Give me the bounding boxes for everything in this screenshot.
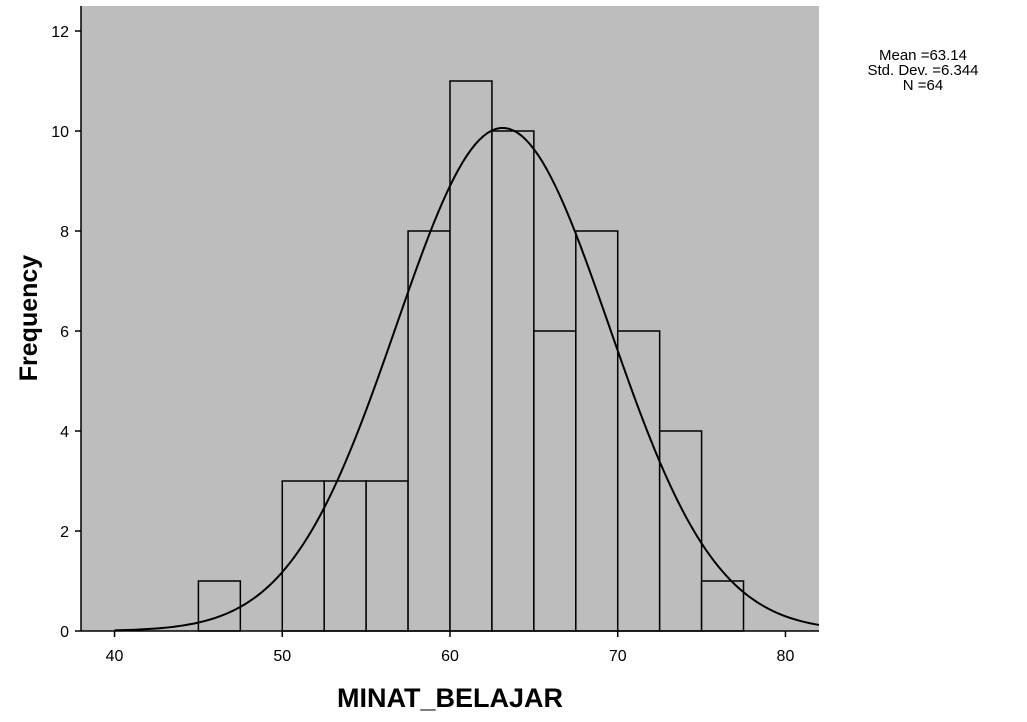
histogram-bar <box>491 130 535 632</box>
y-tick-label: 4 <box>60 424 69 441</box>
histogram-bar <box>197 580 242 632</box>
y-tick-label: 8 <box>60 224 69 241</box>
y-tick-label: 12 <box>51 24 69 41</box>
mean-label: Mean =63.14 <box>879 47 967 64</box>
histogram-bar <box>323 480 367 632</box>
histogram-bar <box>658 430 703 632</box>
x-tick-label: 40 <box>106 648 124 665</box>
histogram-bar <box>365 480 409 632</box>
bars-group <box>197 80 745 632</box>
y-tick-label: 2 <box>60 524 69 541</box>
std-dev-label: Std. Dev. =6.344 <box>867 62 979 79</box>
histogram-bar <box>700 580 745 632</box>
x-tick-label: 80 <box>777 648 795 665</box>
histogram-bar <box>407 230 451 632</box>
x-tick-label: 50 <box>273 648 291 665</box>
y-axis-label: Frequency <box>15 255 43 382</box>
y-ticks-group: 0 2 4 6 8 10 12 <box>51 24 81 641</box>
x-ticks-group: 40 50 60 70 80 <box>106 631 795 665</box>
x-tick-label: 70 <box>609 648 627 665</box>
histogram-bar <box>575 230 619 632</box>
n-label: N =64 <box>902 77 944 94</box>
normal-curve <box>114 126 820 632</box>
stats-box: Mean =63.14 Std. Dev. =6.344 N =64 <box>858 48 988 93</box>
x-axis-label: MINAT_BELAJAR <box>337 683 563 713</box>
histogram-bar <box>281 480 325 632</box>
y-tick-label: 6 <box>60 324 69 341</box>
histogram-bar <box>449 80 493 632</box>
histogram-bar <box>533 330 577 632</box>
histogram-bar <box>616 330 661 632</box>
y-tick-label: 10 <box>51 124 69 141</box>
x-tick-label: 60 <box>441 648 459 665</box>
y-tick-label: 0 <box>60 624 69 641</box>
